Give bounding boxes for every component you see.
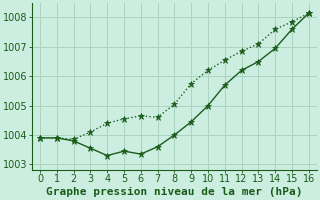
X-axis label: Graphe pression niveau de la mer (hPa): Graphe pression niveau de la mer (hPa) bbox=[46, 187, 303, 197]
